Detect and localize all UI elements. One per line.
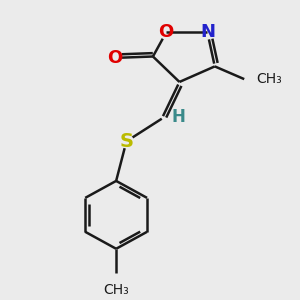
Text: CH₃: CH₃	[103, 283, 129, 297]
Text: H: H	[171, 108, 185, 126]
Text: N: N	[200, 23, 215, 41]
Text: CH₃: CH₃	[256, 72, 282, 86]
Text: S: S	[119, 132, 134, 151]
Text: O: O	[107, 49, 122, 67]
Text: O: O	[159, 23, 174, 41]
